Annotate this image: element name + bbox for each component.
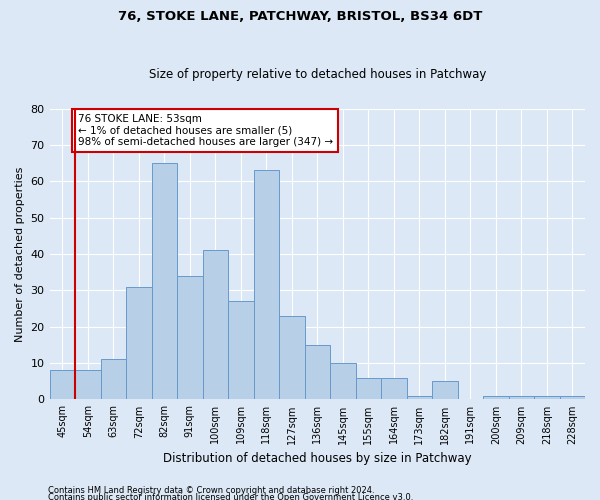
Bar — [177, 276, 203, 400]
Bar — [356, 378, 381, 400]
X-axis label: Distribution of detached houses by size in Patchway: Distribution of detached houses by size … — [163, 452, 472, 465]
Bar — [432, 382, 458, 400]
Bar — [126, 286, 152, 400]
Bar — [101, 360, 126, 400]
Title: Size of property relative to detached houses in Patchway: Size of property relative to detached ho… — [149, 68, 486, 81]
Text: Contains HM Land Registry data © Crown copyright and database right 2024.: Contains HM Land Registry data © Crown c… — [48, 486, 374, 495]
Y-axis label: Number of detached properties: Number of detached properties — [15, 166, 25, 342]
Text: Contains public sector information licensed under the Open Government Licence v3: Contains public sector information licen… — [48, 494, 413, 500]
Bar — [381, 378, 407, 400]
Text: 76, STOKE LANE, PATCHWAY, BRISTOL, BS34 6DT: 76, STOKE LANE, PATCHWAY, BRISTOL, BS34 … — [118, 10, 482, 23]
Bar — [203, 250, 228, 400]
Bar — [534, 396, 560, 400]
Bar — [407, 396, 432, 400]
Bar — [330, 363, 356, 400]
Text: 76 STOKE LANE: 53sqm
← 1% of detached houses are smaller (5)
98% of semi-detache: 76 STOKE LANE: 53sqm ← 1% of detached ho… — [77, 114, 333, 147]
Bar — [483, 396, 509, 400]
Bar — [50, 370, 75, 400]
Bar — [509, 396, 534, 400]
Bar — [152, 163, 177, 400]
Bar — [228, 302, 254, 400]
Bar — [279, 316, 305, 400]
Bar — [254, 170, 279, 400]
Bar — [560, 396, 585, 400]
Bar — [305, 345, 330, 400]
Bar — [75, 370, 101, 400]
